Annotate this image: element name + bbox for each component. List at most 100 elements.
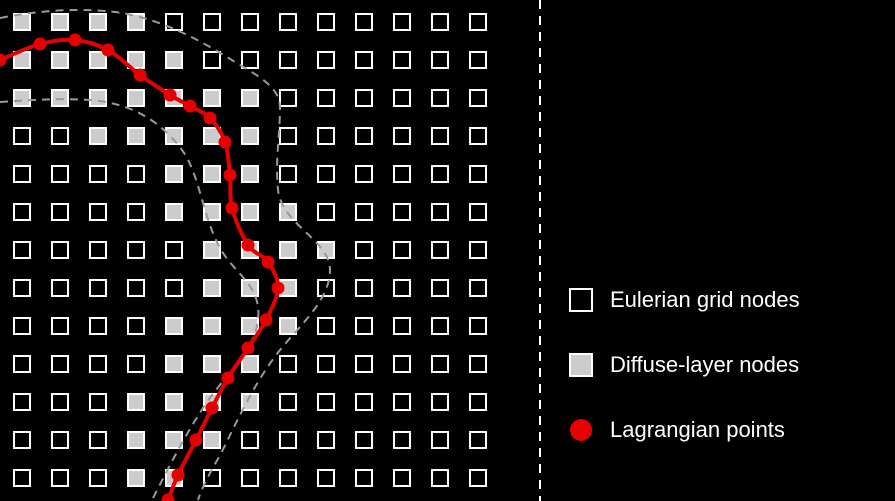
grid-node — [432, 318, 448, 334]
grid-node — [14, 280, 30, 296]
grid-node — [394, 204, 410, 220]
diffuse-node — [166, 128, 182, 144]
lagrangian-point — [224, 169, 237, 182]
grid-node — [52, 166, 68, 182]
diffuse-node — [242, 128, 258, 144]
grid-node — [394, 52, 410, 68]
grid-node — [432, 204, 448, 220]
lagrangian-point — [206, 402, 219, 415]
grid-node — [204, 470, 220, 486]
grid-node — [470, 128, 486, 144]
grid-node — [470, 204, 486, 220]
diffuse-node — [242, 204, 258, 220]
grid-node — [242, 14, 258, 30]
grid-node — [14, 432, 30, 448]
grid-node — [280, 356, 296, 372]
grid-node — [14, 128, 30, 144]
legend-label: Diffuse-layer nodes — [610, 352, 799, 377]
grid-node — [318, 14, 334, 30]
grid-node — [52, 128, 68, 144]
grid-node — [356, 394, 372, 410]
grid-node — [356, 318, 372, 334]
diffuse-node — [128, 128, 144, 144]
lagrangian-point — [260, 314, 273, 327]
grid-node — [470, 470, 486, 486]
grid-node — [470, 432, 486, 448]
grid-node — [280, 394, 296, 410]
grid-node — [318, 52, 334, 68]
grid-node — [90, 280, 106, 296]
lagrangian-point — [204, 112, 217, 125]
grid-node — [14, 318, 30, 334]
legend-label: Lagrangian points — [610, 417, 785, 442]
grid-node — [14, 166, 30, 182]
grid-node — [432, 280, 448, 296]
diffuse-node — [90, 14, 106, 30]
grid-node — [318, 394, 334, 410]
grid-node — [52, 356, 68, 372]
diffuse-node — [128, 14, 144, 30]
legend-lagrangian-icon — [570, 419, 592, 441]
grid-node — [432, 356, 448, 372]
grid-node — [470, 318, 486, 334]
grid-node — [356, 90, 372, 106]
grid-node — [356, 166, 372, 182]
grid-node — [128, 318, 144, 334]
legend-label: Eulerian grid nodes — [610, 287, 800, 312]
grid-node — [394, 166, 410, 182]
diffuse-node — [166, 204, 182, 220]
grid-node — [90, 432, 106, 448]
grid-node — [280, 432, 296, 448]
diffuse-node — [90, 128, 106, 144]
grid-node — [470, 356, 486, 372]
diffuse-node — [128, 432, 144, 448]
lagrangian-point — [69, 34, 82, 47]
grid-node — [204, 14, 220, 30]
grid-node — [52, 470, 68, 486]
grid-node — [318, 166, 334, 182]
grid-node — [280, 166, 296, 182]
grid-node — [280, 90, 296, 106]
grid-node — [394, 128, 410, 144]
grid-node — [14, 470, 30, 486]
grid-node — [356, 242, 372, 258]
grid-node — [394, 242, 410, 258]
grid-node — [280, 128, 296, 144]
diffuse-node — [204, 166, 220, 182]
grid-node — [394, 432, 410, 448]
grid-node — [432, 52, 448, 68]
grid-node — [394, 90, 410, 106]
diffuse-node — [242, 166, 258, 182]
diffuse-node — [128, 394, 144, 410]
grid-node — [242, 52, 258, 68]
diffuse-node — [204, 90, 220, 106]
diffuse-node — [52, 90, 68, 106]
grid-node — [394, 280, 410, 296]
diffuse-node — [52, 14, 68, 30]
grid-node — [356, 470, 372, 486]
diffuse-node — [204, 280, 220, 296]
diffuse-node — [280, 318, 296, 334]
grid-node — [14, 394, 30, 410]
grid-node — [128, 166, 144, 182]
grid-node — [356, 128, 372, 144]
grid-node — [318, 90, 334, 106]
diffuse-node — [166, 318, 182, 334]
grid-node — [432, 470, 448, 486]
diffuse-node — [166, 52, 182, 68]
grid-node — [318, 128, 334, 144]
diffuse-node — [280, 242, 296, 258]
diffuse-node — [14, 90, 30, 106]
grid-node — [432, 90, 448, 106]
grid-node — [470, 52, 486, 68]
grid-node — [90, 470, 106, 486]
grid-node — [52, 204, 68, 220]
grid-node — [204, 52, 220, 68]
diffuse-node — [166, 166, 182, 182]
grid-node — [280, 470, 296, 486]
grid-node — [394, 470, 410, 486]
grid-node — [432, 394, 448, 410]
grid-node — [280, 52, 296, 68]
diffuse-node — [166, 356, 182, 372]
grid-node — [166, 280, 182, 296]
